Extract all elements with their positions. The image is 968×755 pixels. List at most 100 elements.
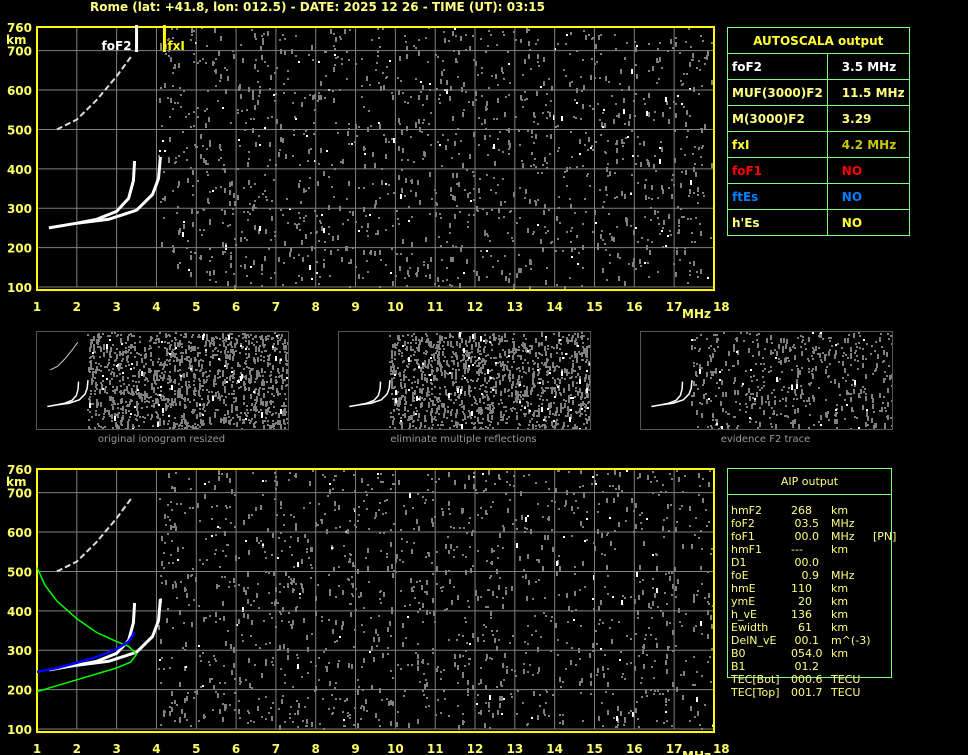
- aip-unit: km: [831, 543, 849, 556]
- x-tick-label: 11: [427, 742, 444, 755]
- aip-value: 054.0: [791, 647, 823, 660]
- x-tick-label: 13: [506, 300, 523, 314]
- y-tick-label: 400: [7, 163, 32, 177]
- preview-caption: eliminate multiple reflections: [390, 434, 537, 445]
- preview-o-trace: [47, 381, 80, 408]
- aip-row: hmF1 --- km: [731, 543, 896, 556]
- preview-x-trace: [661, 380, 693, 406]
- aip-param: hmF2: [731, 504, 763, 517]
- aip-unit: MHz: [831, 530, 855, 543]
- aip-param: B0: [731, 647, 746, 660]
- aip-param: B1: [731, 660, 746, 673]
- x-tick-label: 1: [33, 742, 41, 755]
- noise-dots: [87, 332, 288, 429]
- y-axis-label: km: [6, 33, 26, 47]
- y-tick-label: 100: [7, 723, 32, 737]
- o-trace: [48, 602, 137, 672]
- aip-row: DelN_vE 00.1 m^(-3): [731, 634, 896, 647]
- param-name: MUF(3000)F2: [727, 79, 828, 106]
- aip-row: foE 0.9 MHz: [731, 569, 896, 582]
- x-axis-label: MHz: [682, 749, 711, 755]
- y-tick-label: 500: [7, 123, 32, 137]
- aip-unit: km: [831, 582, 849, 595]
- preview-no-multiple: [338, 331, 591, 430]
- autoscala-row: foF1 NO: [727, 157, 910, 184]
- aip-row: foF1 00.0 MHz [PN]: [731, 530, 896, 543]
- aip-param: foF1: [731, 530, 755, 543]
- aip-row: foF2 03.5 MHz: [731, 517, 896, 530]
- aip-row: ymE 20 km: [731, 595, 896, 608]
- noise-dots: [158, 469, 714, 730]
- x-tick-label: 18: [713, 742, 730, 755]
- preview-f2-trace: [640, 331, 893, 430]
- y-tick-label: 300: [7, 202, 32, 216]
- aip-row: hmE 110 km: [731, 582, 896, 595]
- aip-value: 000.6: [791, 673, 823, 686]
- aip-param: DelN_vE: [731, 634, 777, 647]
- aip-unit: km: [831, 621, 849, 634]
- x-tick-label: 5: [192, 742, 200, 755]
- param-name: foF1: [727, 157, 828, 184]
- noise-dots: [158, 27, 715, 291]
- y-tick-label: 100: [7, 281, 32, 295]
- aip-row: B1 01.2: [731, 660, 896, 673]
- x-tick-label: 18: [713, 300, 730, 314]
- aip-unit: TECU: [831, 686, 861, 699]
- x-tick-label: 4: [152, 742, 160, 755]
- param-value: NO: [826, 209, 910, 236]
- x-tick-label: 17: [666, 300, 683, 314]
- param-name: ftEs: [727, 183, 828, 210]
- aip-param: ymE: [731, 595, 756, 608]
- aip-value: 20: [791, 595, 812, 608]
- marker-foF2-label: foF2: [102, 39, 132, 53]
- aip-rows: hmF2 268 km foF2 03.5 MHz foF1 00.0 MHz [PN] hmF…: [731, 504, 896, 699]
- preview-caption: evidence F2 trace: [720, 434, 811, 445]
- param-value: 11.5 MHz: [826, 79, 910, 106]
- x-tick-label: 3: [112, 742, 120, 755]
- x-tick-label: 11: [427, 300, 444, 314]
- autoscala-row: h'Es NO: [727, 209, 910, 236]
- aip-value: 00.1: [791, 634, 819, 647]
- aip-unit: km: [831, 595, 849, 608]
- y-tick-label: 700: [7, 487, 32, 501]
- aip-row: hmF2 268 km: [731, 504, 896, 517]
- noise-dots-bright: [159, 470, 714, 727]
- aip-row: h_vE 136 km: [731, 608, 896, 621]
- param-value: 3.5 MHz: [826, 53, 910, 80]
- plot-frame: [36, 468, 715, 734]
- y-axis-label: km: [6, 475, 26, 489]
- y-tick-label: 500: [7, 565, 32, 579]
- x-tick-label: 5: [192, 300, 200, 314]
- x-tick-label: 14: [546, 742, 563, 755]
- aip-param: foE: [731, 569, 749, 582]
- aip-value: 03.5: [791, 517, 819, 530]
- y-tick-label: 760: [7, 463, 32, 477]
- preview-x-trace: [57, 380, 89, 406]
- y-tick-label: 600: [7, 84, 32, 98]
- preview-caption: original ionogram resized: [97, 434, 226, 445]
- aip-unit: TECU: [831, 673, 861, 686]
- aip-param: hmF1: [731, 543, 763, 556]
- page-title: Rome (lat: +41.8, lon: 012.5) - DATE: 20…: [90, 0, 545, 14]
- aip-row: D1 00.0: [731, 556, 896, 569]
- x-trace: [76, 598, 162, 667]
- noise-dots: [389, 332, 590, 429]
- param-value: NO: [826, 157, 910, 184]
- preview-o-trace: [349, 381, 382, 408]
- x-tick-label: 4: [152, 300, 160, 314]
- noise-dots-bright: [159, 28, 709, 280]
- y-tick-label: 200: [7, 684, 32, 698]
- autoscala-row: ftEs NO: [727, 183, 910, 210]
- x-tick-label: 16: [626, 742, 643, 755]
- aip-value: 01.2: [791, 660, 819, 673]
- x-tick-label: 14: [546, 300, 563, 314]
- aip-value: 00.0: [791, 530, 819, 543]
- aip-unit: [831, 660, 873, 673]
- aip-unit: km: [831, 647, 849, 660]
- aip-value: 110: [791, 582, 812, 595]
- autoscala-row: MUF(3000)F2 11.5 MHz: [727, 79, 910, 106]
- preview-x-trace: [359, 380, 391, 406]
- x-tick-label: 10: [387, 300, 404, 314]
- param-value: 4.2 MHz: [826, 131, 910, 158]
- param-name: foF2: [727, 53, 828, 80]
